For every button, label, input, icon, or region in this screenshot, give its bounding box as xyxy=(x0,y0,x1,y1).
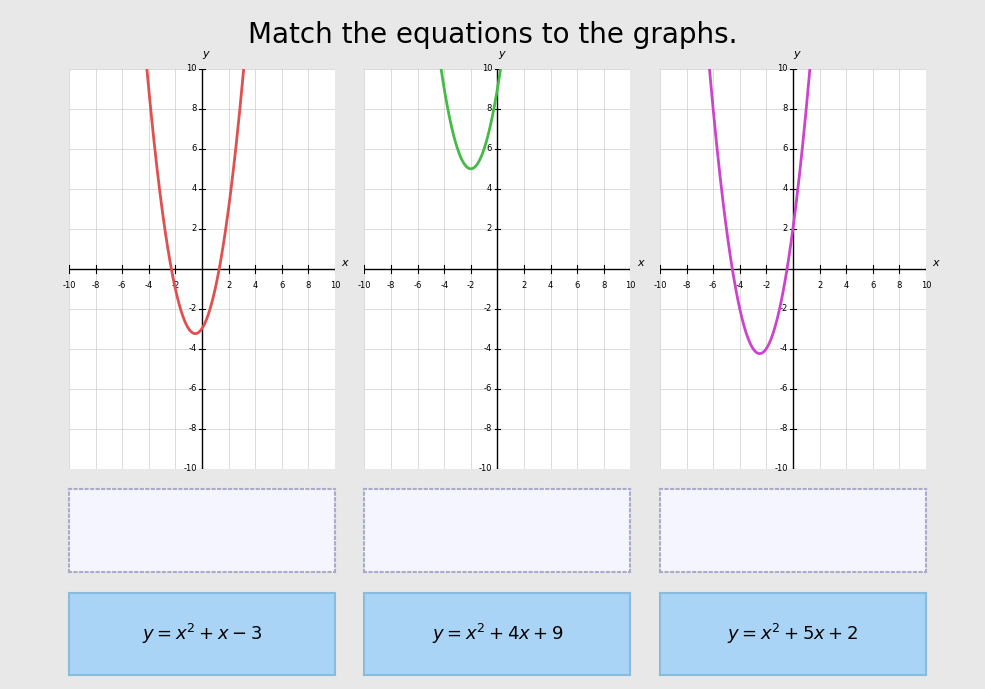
Text: 10: 10 xyxy=(625,280,635,289)
Text: -2: -2 xyxy=(484,304,492,313)
Text: 2: 2 xyxy=(191,224,197,234)
Text: 2: 2 xyxy=(782,224,788,234)
Text: y: y xyxy=(498,49,504,59)
Text: 8: 8 xyxy=(601,280,607,289)
Text: -6: -6 xyxy=(709,280,717,289)
Text: 8: 8 xyxy=(191,104,197,114)
Text: -8: -8 xyxy=(188,424,197,433)
Text: 2: 2 xyxy=(226,280,231,289)
Text: 6: 6 xyxy=(279,280,285,289)
Text: 10: 10 xyxy=(777,64,788,74)
Text: -10: -10 xyxy=(479,464,492,473)
Text: -10: -10 xyxy=(358,280,371,289)
Text: -10: -10 xyxy=(774,464,788,473)
Text: 4: 4 xyxy=(843,280,849,289)
Text: -10: -10 xyxy=(653,280,667,289)
Text: $y = x^2 + 5x + 2$: $y = x^2 + 5x + 2$ xyxy=(727,622,859,646)
Text: -6: -6 xyxy=(188,384,197,393)
Text: -2: -2 xyxy=(762,280,770,289)
Text: -10: -10 xyxy=(183,464,197,473)
Text: 8: 8 xyxy=(305,280,311,289)
Text: -8: -8 xyxy=(683,280,690,289)
Text: -6: -6 xyxy=(118,280,126,289)
Text: 6: 6 xyxy=(870,280,876,289)
Text: 10: 10 xyxy=(482,64,492,74)
Text: -8: -8 xyxy=(484,424,492,433)
Text: 2: 2 xyxy=(521,280,527,289)
Text: 4: 4 xyxy=(782,184,788,194)
Text: -2: -2 xyxy=(467,280,475,289)
Text: 8: 8 xyxy=(896,280,902,289)
Text: 10: 10 xyxy=(330,280,340,289)
Text: x: x xyxy=(342,258,348,268)
Text: -2: -2 xyxy=(188,304,197,313)
Text: 2: 2 xyxy=(817,280,822,289)
Text: 2: 2 xyxy=(487,224,492,234)
Text: -6: -6 xyxy=(779,384,788,393)
Text: -10: -10 xyxy=(62,280,76,289)
Text: 4: 4 xyxy=(487,184,492,194)
Text: y: y xyxy=(203,49,209,59)
Text: -4: -4 xyxy=(484,344,492,353)
Text: 4: 4 xyxy=(548,280,554,289)
Text: y: y xyxy=(794,49,800,59)
Text: -4: -4 xyxy=(736,280,744,289)
Text: -8: -8 xyxy=(92,280,99,289)
Text: 6: 6 xyxy=(191,144,197,154)
Text: -8: -8 xyxy=(779,424,788,433)
Text: x: x xyxy=(637,258,643,268)
Text: -2: -2 xyxy=(171,280,179,289)
Text: -4: -4 xyxy=(145,280,153,289)
Text: -6: -6 xyxy=(484,384,492,393)
Text: -4: -4 xyxy=(188,344,197,353)
Text: 8: 8 xyxy=(782,104,788,114)
Text: 6: 6 xyxy=(782,144,788,154)
Text: 10: 10 xyxy=(186,64,197,74)
Text: 4: 4 xyxy=(252,280,258,289)
Text: $y = x^2 + 4x + 9$: $y = x^2 + 4x + 9$ xyxy=(431,622,563,646)
Text: 6: 6 xyxy=(487,144,492,154)
Text: x: x xyxy=(933,258,939,268)
Text: 4: 4 xyxy=(191,184,197,194)
Text: -8: -8 xyxy=(387,280,395,289)
Text: $y = x^2 + x - 3$: $y = x^2 + x - 3$ xyxy=(142,622,262,646)
Text: 6: 6 xyxy=(574,280,580,289)
Text: Match the equations to the graphs.: Match the equations to the graphs. xyxy=(248,21,737,49)
Text: -4: -4 xyxy=(779,344,788,353)
Text: 10: 10 xyxy=(921,280,931,289)
Text: -6: -6 xyxy=(414,280,422,289)
Text: -2: -2 xyxy=(779,304,788,313)
Text: -4: -4 xyxy=(440,280,448,289)
Text: 8: 8 xyxy=(487,104,492,114)
